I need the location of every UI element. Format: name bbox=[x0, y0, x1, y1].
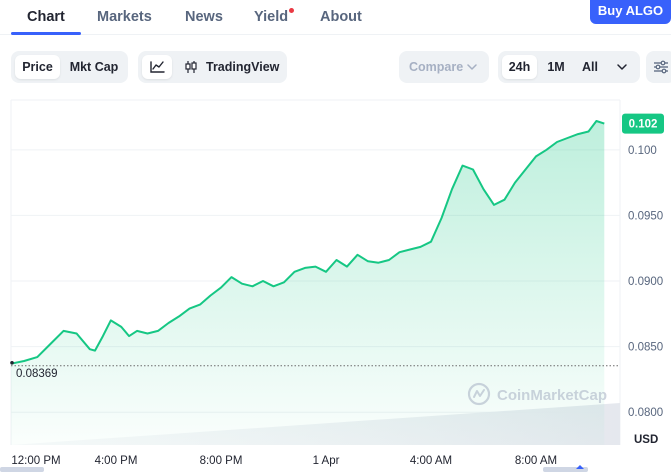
y-tick-label: 0.0800 bbox=[628, 407, 663, 419]
chart-settings-button[interactable] bbox=[646, 51, 671, 83]
range-1m-button[interactable]: 1M bbox=[547, 60, 565, 74]
compare-dropdown[interactable]: Compare bbox=[399, 51, 489, 83]
y-tick-label: 0.0850 bbox=[628, 342, 663, 354]
open-price-label: 0.08369 bbox=[16, 368, 58, 380]
price-chart[interactable]: 0.08369 0.100 0.0950 0.0900 0.0850 0.0800 12… bbox=[0, 95, 671, 472]
price-area-fill bbox=[11, 121, 605, 445]
y-tick-label: 0.0900 bbox=[628, 276, 663, 288]
x-tick-label: 1 Apr bbox=[313, 455, 340, 467]
active-tab-indicator bbox=[11, 32, 81, 35]
x-tick-label: 4:00 PM bbox=[95, 455, 138, 467]
x-tick-label: 12:00 PM bbox=[11, 455, 60, 467]
y-axis: 0.100 0.0950 0.0900 0.0850 0.0800 bbox=[628, 145, 663, 419]
open-price-marker bbox=[10, 361, 14, 365]
range-more-button[interactable] bbox=[610, 55, 634, 79]
current-price-label: 0.102 bbox=[629, 119, 658, 131]
tab-news[interactable]: News bbox=[185, 9, 223, 25]
time-range-selector: 24h 1M All bbox=[498, 51, 640, 83]
tradingview-button[interactable]: TradingView bbox=[178, 55, 284, 79]
price-line bbox=[10, 120, 605, 365]
coinmarketcap-logo-icon bbox=[467, 382, 491, 406]
x-tick-label: 8:00 PM bbox=[200, 455, 243, 467]
buy-button[interactable]: Buy ALGO bbox=[590, 0, 671, 24]
notification-dot bbox=[289, 8, 294, 13]
x-tick-label: 8:00 AM bbox=[515, 455, 557, 467]
currency-label: USD bbox=[634, 434, 658, 446]
range-handle-icon[interactable] bbox=[576, 465, 584, 469]
y-tick-label: 0.100 bbox=[628, 145, 657, 157]
range-all-button[interactable]: All bbox=[582, 60, 598, 74]
y-tick-label: 0.0950 bbox=[628, 210, 663, 222]
chevron-down-icon bbox=[467, 51, 477, 97]
range-scroll-left[interactable] bbox=[0, 467, 44, 472]
coinmarketcap-watermark: CoinMarketCap bbox=[467, 382, 607, 406]
line-chart-button[interactable] bbox=[142, 55, 172, 79]
chevron-down-icon bbox=[617, 64, 627, 70]
line-chart-icon bbox=[150, 61, 165, 73]
watermark-text: CoinMarketCap bbox=[497, 387, 607, 404]
tab-about[interactable]: About bbox=[320, 9, 362, 25]
tab-chart[interactable]: Chart bbox=[27, 9, 65, 25]
range-24h-button[interactable]: 24h bbox=[502, 55, 537, 79]
tab-markets[interactable]: Markets bbox=[97, 9, 152, 25]
price-mktcap-toggle: Price Mkt Cap bbox=[11, 51, 128, 83]
x-axis: 12:00 PM 4:00 PM 8:00 PM 1 Apr 4:00 AM 8:00 A… bbox=[11, 455, 557, 467]
price-chart-svg: 0.08369 0.100 0.0950 0.0900 0.0850 0.0800 12… bbox=[0, 99, 664, 472]
top-nav: Chart Markets News Yield About Buy ALGO bbox=[0, 0, 671, 35]
x-tick-label: 4:00 AM bbox=[410, 455, 452, 467]
current-price-badge: 0.102 bbox=[622, 113, 664, 134]
compare-label: Compare bbox=[409, 60, 464, 74]
price-button[interactable]: Price bbox=[15, 55, 60, 79]
tradingview-label: TradingView bbox=[206, 60, 280, 74]
candlestick-icon bbox=[185, 61, 197, 73]
chart-type-toggle: TradingView bbox=[138, 51, 287, 83]
sliders-icon bbox=[654, 60, 668, 74]
mkt-cap-button[interactable]: Mkt Cap bbox=[69, 60, 119, 74]
tab-yield[interactable]: Yield bbox=[254, 9, 289, 25]
